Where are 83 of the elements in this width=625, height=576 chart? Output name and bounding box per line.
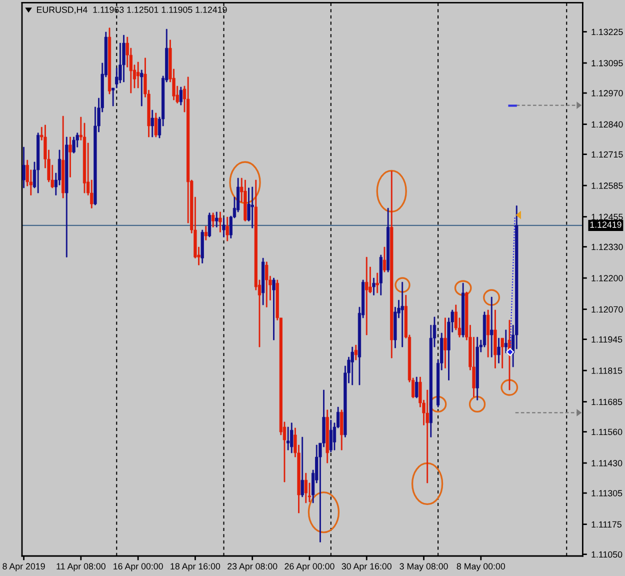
chart-title: EURUSD,H4 1.11963 1.12501 1.11905 1.12419 bbox=[37, 6, 227, 14]
candlestick bbox=[108, 28, 112, 94]
x-tick-label: 23 Apr 08:00 bbox=[228, 563, 278, 572]
candlestick bbox=[122, 34, 126, 82]
candlestick bbox=[265, 262, 268, 308]
y-tick-label: 1.12970 bbox=[592, 90, 623, 96]
y-tick-label: 1.11685 bbox=[592, 398, 622, 406]
candlestick bbox=[476, 336, 479, 400]
candlestick bbox=[272, 278, 276, 340]
candlestick bbox=[400, 282, 404, 348]
y-tick-label: 1.11050 bbox=[592, 551, 622, 558]
candlestick bbox=[354, 344, 358, 360]
candlestick bbox=[204, 226, 208, 240]
candlestick bbox=[200, 230, 204, 264]
candlestick bbox=[500, 338, 504, 368]
y-tick-label: 1.12330 bbox=[592, 244, 623, 250]
candlestick bbox=[215, 212, 218, 228]
candlestick bbox=[340, 410, 344, 450]
candlestick bbox=[390, 170, 394, 358]
y-tick-label: 1.12840 bbox=[592, 121, 623, 128]
candlestick bbox=[212, 212, 215, 228]
candlestick bbox=[140, 70, 144, 106]
candlestick bbox=[486, 310, 490, 358]
y-tick-label: 1.12070 bbox=[592, 306, 623, 313]
ref-line-label: 1.12419 bbox=[590, 222, 622, 228]
candlestick bbox=[222, 218, 226, 238]
candlestick bbox=[150, 110, 154, 138]
candlestick bbox=[444, 318, 447, 368]
candlestick bbox=[22, 146, 26, 188]
x-tick-label: 16 Apr 00:00 bbox=[114, 563, 163, 572]
y-tick-label: 1.11560 bbox=[592, 428, 622, 436]
candlestick bbox=[36, 132, 40, 194]
candlestick bbox=[300, 436, 304, 498]
candlestick bbox=[290, 422, 294, 454]
candlestick bbox=[244, 180, 247, 222]
y-tick-label: 1.12200 bbox=[592, 275, 623, 282]
x-tick-label: 26 Apr 00:00 bbox=[284, 563, 334, 572]
x-tick-label: 30 Apr 16:00 bbox=[342, 563, 392, 572]
candlestick bbox=[326, 410, 329, 464]
candlestick bbox=[386, 208, 390, 272]
candlestick bbox=[304, 472, 308, 504]
y-tick-label: 1.12585 bbox=[592, 182, 623, 189]
candlestick bbox=[250, 186, 254, 228]
x-tick-label: 18 Apr 16:00 bbox=[170, 563, 220, 572]
y-tick-label: 1.11175 bbox=[592, 521, 622, 528]
candlestick bbox=[262, 258, 265, 306]
candlestick bbox=[68, 136, 72, 178]
candlestick bbox=[461, 282, 465, 338]
y-tick-label: 1.11945 bbox=[592, 336, 622, 343]
candlestick bbox=[415, 376, 418, 398]
x-tick-label: 8 Apr 2019 bbox=[2, 563, 45, 572]
x-tick-label: 11 Apr 08:00 bbox=[56, 563, 106, 572]
candlestick bbox=[218, 212, 222, 232]
candlestick bbox=[179, 86, 182, 106]
y-tick-label: 1.13095 bbox=[592, 60, 623, 66]
candlestick bbox=[376, 272, 379, 294]
candlestick bbox=[504, 330, 508, 354]
candlestick bbox=[286, 426, 290, 450]
y-tick-label: 1.11430 bbox=[592, 460, 622, 466]
y-tick-label: 1.12455 bbox=[592, 214, 623, 220]
x-tick-label: 3 May 08:00 bbox=[400, 563, 448, 572]
candlestick bbox=[208, 212, 212, 238]
y-tick-label: 1.11305 bbox=[592, 490, 622, 496]
candlestick bbox=[154, 112, 158, 138]
candlestick bbox=[226, 216, 229, 242]
y-tick-label: 1.13225 bbox=[592, 28, 623, 36]
candlestick bbox=[62, 116, 65, 198]
x-tick-label: 8 May 00:00 bbox=[456, 563, 506, 572]
candlestick bbox=[379, 254, 382, 296]
candlestick bbox=[329, 420, 332, 452]
candlestick bbox=[350, 346, 354, 386]
candlestick bbox=[494, 310, 497, 368]
candlestick bbox=[65, 136, 68, 258]
y-tick-label: 1.11815 bbox=[592, 368, 622, 374]
candlestick bbox=[372, 278, 376, 296]
candlestick bbox=[365, 256, 368, 336]
candlestick bbox=[382, 246, 386, 272]
candlestick bbox=[497, 338, 500, 364]
candlestick bbox=[136, 62, 140, 88]
y-tick-label: 1.12715 bbox=[592, 151, 623, 158]
candlestick bbox=[72, 136, 76, 154]
candlestick bbox=[426, 390, 429, 484]
candlestick bbox=[490, 296, 494, 358]
